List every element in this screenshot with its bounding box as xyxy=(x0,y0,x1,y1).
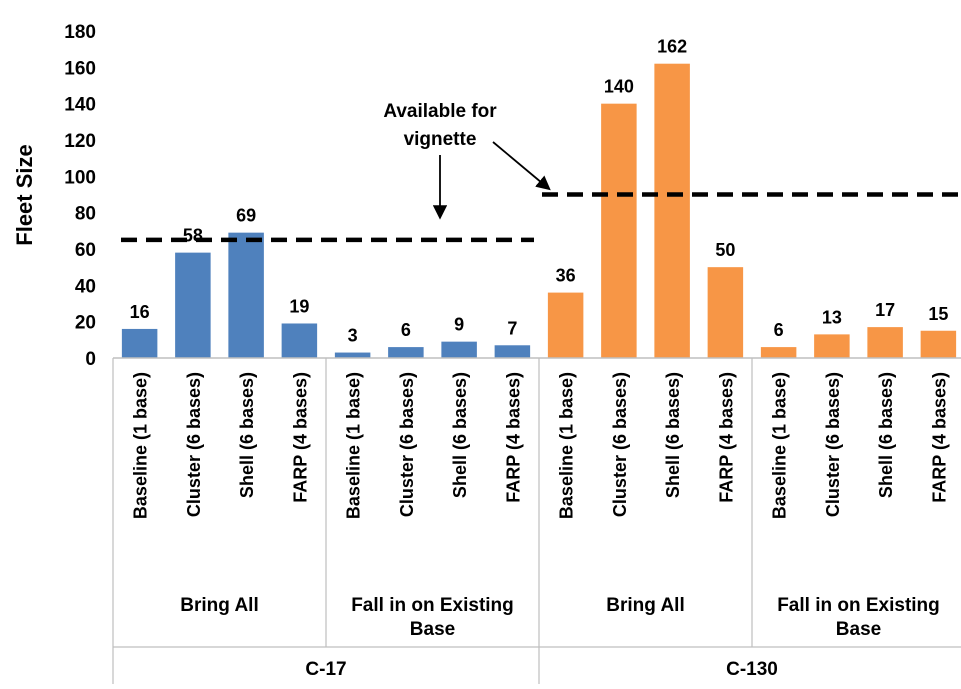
annotation-arrow xyxy=(492,141,551,191)
data-label: 50 xyxy=(715,240,735,260)
group-label: C-130 xyxy=(726,659,778,680)
data-label: 9 xyxy=(454,315,464,335)
subgroup-label: Bring All xyxy=(180,595,258,616)
bar xyxy=(334,352,371,358)
x-tick-label: Baseline (1 base) xyxy=(344,372,364,519)
x-tick-label: FARP (4 bases) xyxy=(290,372,310,503)
bar xyxy=(760,347,797,358)
data-label: 3 xyxy=(348,326,358,346)
y-tick-label: 20 xyxy=(75,313,96,334)
x-tick-label: FARP (4 bases) xyxy=(503,372,523,503)
data-label: 6 xyxy=(774,320,784,340)
y-tick-label: 0 xyxy=(85,349,96,370)
data-label: 13 xyxy=(822,307,842,327)
y-tick-label: 100 xyxy=(64,167,96,188)
bar xyxy=(281,323,318,358)
subgroup-label: Fall in on Existing Base xyxy=(777,595,940,640)
y-axis-label: Fleet Size xyxy=(12,144,37,245)
bar xyxy=(175,252,211,358)
x-tick-label: FARP (4 bases) xyxy=(716,372,736,503)
data-label: 15 xyxy=(928,304,948,324)
data-label: 36 xyxy=(556,266,576,286)
annotation-text: vignette xyxy=(404,129,477,150)
x-tick-label: Cluster (6 bases) xyxy=(397,372,417,517)
y-tick-label: 60 xyxy=(75,240,96,261)
y-tick-label: 180 xyxy=(64,22,96,43)
bar xyxy=(228,232,264,358)
bar xyxy=(654,63,690,358)
data-label: 17 xyxy=(875,300,895,320)
bar xyxy=(814,334,850,358)
x-tick-label: Shell (6 bases) xyxy=(663,372,683,498)
bar xyxy=(121,328,158,358)
x-tick-label: Cluster (6 bases) xyxy=(184,372,204,517)
x-tick-label: FARP (4 bases) xyxy=(929,372,949,503)
x-tick-label: Shell (6 bases) xyxy=(237,372,257,498)
data-label: 140 xyxy=(604,77,634,97)
bar xyxy=(867,327,903,358)
y-tick-label: 160 xyxy=(64,58,96,79)
bar xyxy=(441,341,477,358)
annotation-text: Available for xyxy=(383,101,497,122)
bar xyxy=(388,347,424,358)
data-label: 6 xyxy=(401,320,411,340)
bar xyxy=(707,267,744,358)
bar xyxy=(494,345,531,358)
subgroup-label: Fall in on Existing Base xyxy=(351,595,514,640)
data-label: 162 xyxy=(657,37,687,57)
x-tick-label: Shell (6 bases) xyxy=(450,372,470,498)
y-tick-label: 140 xyxy=(64,95,96,116)
y-tick-label: 80 xyxy=(75,204,96,225)
data-label: 19 xyxy=(289,296,309,316)
y-tick-label: 120 xyxy=(64,131,96,152)
x-tick-label: Baseline (1 base) xyxy=(131,372,151,519)
x-tick-label: Shell (6 bases) xyxy=(876,372,896,498)
data-label: 58 xyxy=(183,226,203,246)
x-tick-label: Cluster (6 bases) xyxy=(823,372,843,517)
y-tick-label: 40 xyxy=(75,276,96,297)
data-label: 16 xyxy=(130,302,150,322)
x-tick-label: Cluster (6 bases) xyxy=(610,372,630,517)
x-tick-label: Baseline (1 base) xyxy=(557,372,577,519)
bar xyxy=(920,330,957,358)
data-label: 69 xyxy=(236,206,256,226)
bar xyxy=(547,292,584,358)
subgroup-label: Bring All xyxy=(606,595,684,616)
group-label: C-17 xyxy=(305,659,346,680)
data-label: 7 xyxy=(507,318,517,338)
x-tick-label: Baseline (1 base) xyxy=(770,372,790,519)
bar xyxy=(601,103,637,359)
